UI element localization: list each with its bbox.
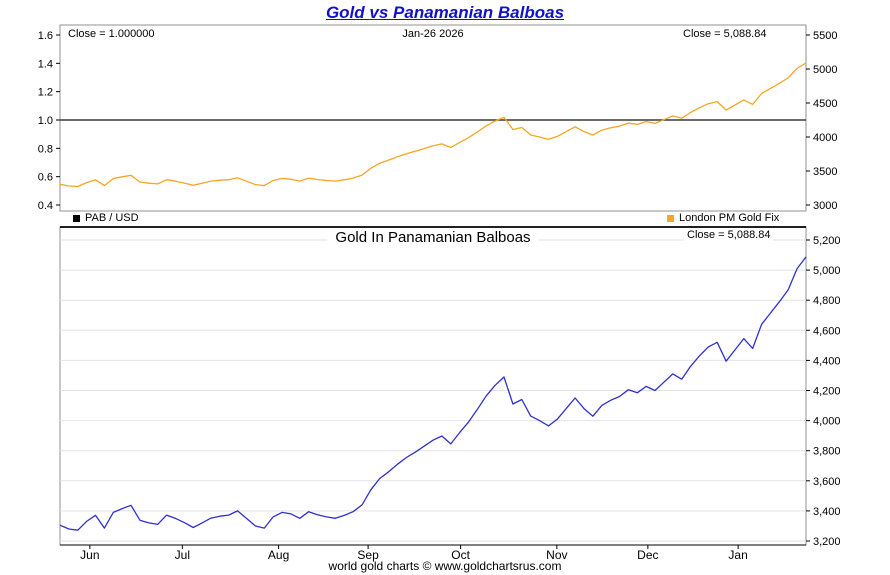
- x-tick-label: Aug: [268, 548, 289, 562]
- top-left-tick-label: 1.0: [38, 115, 53, 127]
- london-pm-gold-fix-line: [59, 62, 807, 188]
- top-left-tick-label: 1.2: [38, 87, 53, 99]
- bottom-plot-box: [59, 226, 807, 546]
- pab-usd-legend-label: PAB / USD: [85, 212, 139, 224]
- bottom-right-tick-label: 5,000: [813, 265, 841, 277]
- top-right-tick-label: 3000: [813, 200, 837, 212]
- bottom-chart-title: Gold In Panamanian Balboas: [327, 229, 539, 246]
- x-tick-label: Oct: [451, 548, 470, 562]
- bottom-right-tick-label: 4,600: [813, 325, 841, 337]
- top-right-tick-label: 4500: [813, 98, 837, 110]
- bottom-right-tick-label: 3,200: [813, 536, 841, 548]
- x-tick-label: Dec: [637, 548, 658, 562]
- page-title: Gold vs Panamanian Balboas: [325, 3, 565, 22]
- x-tick-label: Sep: [357, 548, 379, 562]
- legend-london-pm-gold-fix: London PM Gold Fix: [667, 212, 779, 224]
- top-right-tick-label: 3500: [813, 166, 837, 178]
- top-right-tick-label: 5000: [813, 64, 837, 76]
- bottom-right-tick-label: 3,600: [813, 476, 841, 488]
- gold-in-pab-line: [59, 256, 807, 531]
- top-close-left-label: Close = 1.000000: [68, 28, 155, 40]
- x-tick-label: Jan: [728, 548, 747, 562]
- pab-usd-legend-swatch: [73, 214, 80, 222]
- london-pm-legend-swatch: [667, 214, 674, 222]
- legend-pab-usd: PAB / USD: [73, 212, 139, 224]
- bottom-close-label: Close = 5,088.84: [684, 229, 774, 241]
- bottom-right-tick-label: 4,200: [813, 386, 841, 398]
- bottom-right-tick-label: 4,400: [813, 355, 841, 367]
- top-left-tick-label: 1.6: [38, 30, 53, 42]
- top-right-tick-label: 4000: [813, 132, 837, 144]
- london-pm-legend-label: London PM Gold Fix: [679, 212, 780, 224]
- x-tick-label: Jul: [175, 548, 190, 562]
- top-close-right-label: Close = 5,088.84: [683, 28, 767, 40]
- x-tick-label: Jun: [80, 548, 99, 562]
- bottom-right-tick-label: 4,000: [813, 416, 841, 428]
- bottom-right-tick-label: 3,400: [813, 506, 841, 518]
- top-date-label: Jan-26 2026: [402, 28, 464, 40]
- top-right-tick-label: 5500: [813, 30, 837, 42]
- footer-credit: world gold charts © www.goldchartsrus.co…: [328, 559, 562, 573]
- top-left-tick-label: 0.8: [38, 143, 53, 155]
- top-left-tick-label: 0.6: [38, 172, 53, 184]
- x-tick-label: Nov: [546, 548, 567, 562]
- top-plot-box: [59, 24, 807, 212]
- bottom-right-tick-label: 4,800: [813, 295, 841, 307]
- bottom-right-tick-label: 3,800: [813, 446, 841, 458]
- bottom-chart-title-wrap: Gold In Panamanian Balboas: [60, 229, 806, 247]
- top-left-tick-label: 0.4: [38, 200, 53, 212]
- top-left-tick-label: 1.4: [38, 58, 53, 70]
- bottom-right-tick-label: 5,200: [813, 235, 841, 247]
